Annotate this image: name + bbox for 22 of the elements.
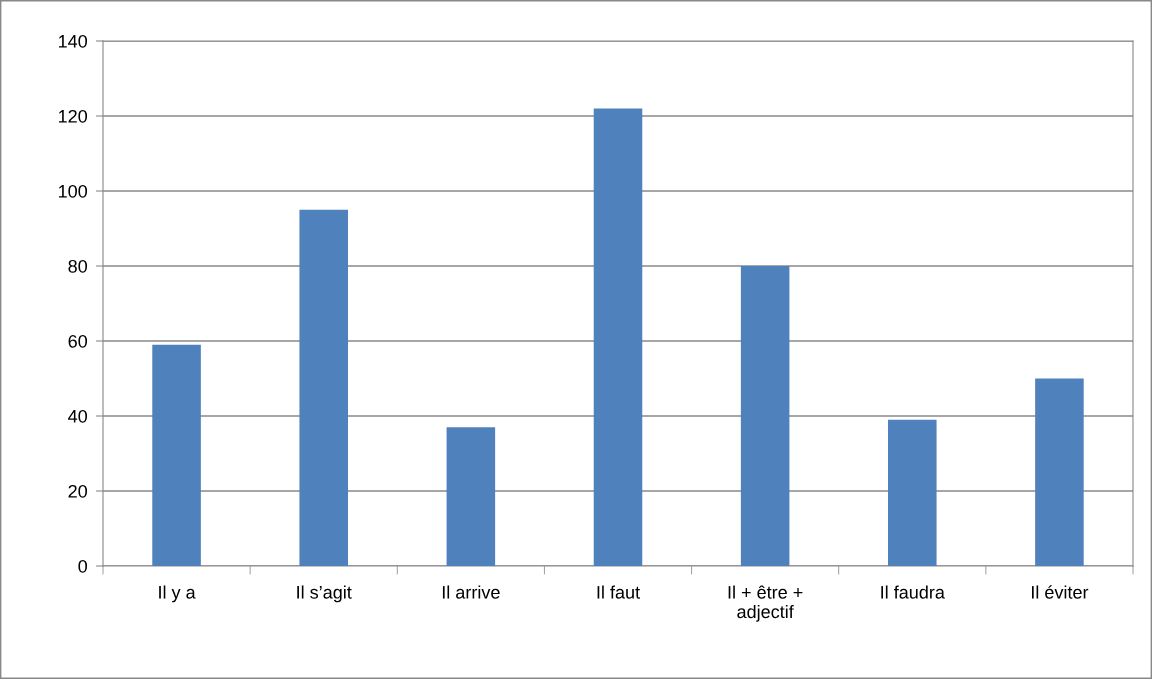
x-tick-label: Il faudra xyxy=(881,585,945,599)
y-tick-label: 0 xyxy=(78,559,88,573)
bar xyxy=(446,427,496,566)
x-tick-label: Il y a xyxy=(159,585,196,603)
x-tick-label: Il faut xyxy=(597,585,640,599)
bar xyxy=(299,209,348,566)
bar xyxy=(1035,378,1084,566)
y-tick-label: 60 xyxy=(68,334,88,348)
x-tick-label: Il éviter xyxy=(1032,585,1089,599)
bar xyxy=(888,419,937,566)
y-tick-label: 120 xyxy=(58,109,88,123)
y-tick-label: 20 xyxy=(68,484,88,498)
bar xyxy=(740,266,790,566)
bar xyxy=(593,108,643,566)
x-tick-label: Il + être + adjectif xyxy=(728,585,803,622)
y-tick-label: 140 xyxy=(58,34,88,48)
y-tick-label: 40 xyxy=(68,409,88,423)
y-tick-label: 80 xyxy=(68,259,88,273)
x-tick-label: Il arrive xyxy=(442,585,500,599)
y-tick-label: 100 xyxy=(58,184,88,198)
bar xyxy=(152,344,201,566)
x-tick-label: Il s’agit xyxy=(297,585,352,603)
